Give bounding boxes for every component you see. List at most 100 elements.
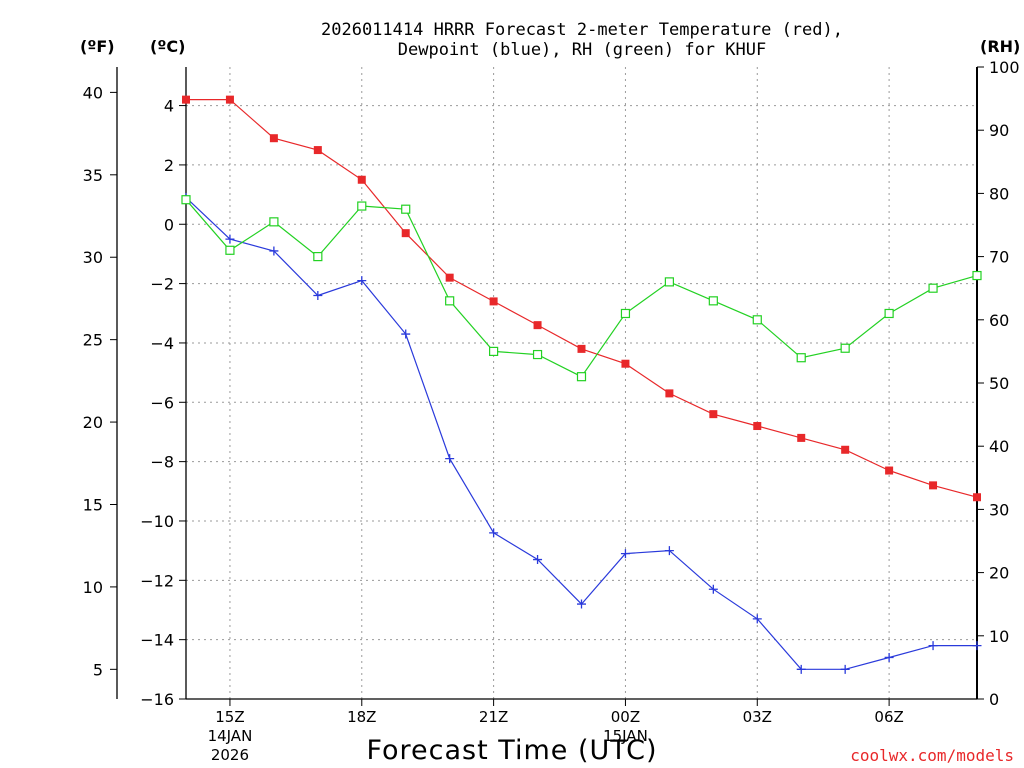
temperature-point [929, 481, 938, 490]
celsius-tick-label: −8 [150, 453, 174, 472]
celsius-tick-label: −14 [140, 631, 174, 650]
x-tick-year-label: 2026 [211, 746, 249, 764]
dewpoint-point [357, 276, 367, 286]
fahrenheit-tick-label: 20 [83, 413, 103, 432]
dewpoint-point [840, 664, 850, 674]
celsius-tick-label: 2 [164, 156, 174, 175]
rh-point [532, 349, 543, 360]
fahrenheit-tick-label: 10 [83, 578, 103, 597]
x-tick-date-label: 15JAN [603, 727, 648, 745]
chart-title: 2026011414 HRRR Forecast 2-meter Tempera… [321, 20, 843, 60]
rh-tick-label: 0 [989, 690, 999, 709]
rh-point [269, 217, 279, 227]
temperature-point [577, 344, 586, 353]
dewpoint-point [489, 528, 499, 538]
dewpoint-point [533, 555, 543, 565]
chart-title-line2: Dewpoint (blue), RH (green) for KHUF [398, 40, 766, 60]
x-tick-label: 06Z [874, 708, 903, 726]
rh-tick-label: 50 [989, 374, 1009, 393]
tick-labels: 420−2−4−6−8−10−12−14−1640353025201510510… [83, 58, 1020, 764]
dewpoint-point [401, 329, 411, 339]
rh-point [796, 353, 806, 363]
rh-point [928, 283, 938, 293]
series-group [181, 95, 982, 674]
axes [110, 66, 984, 706]
celsius-unit-label: (ºC) [150, 37, 185, 56]
rh-point [445, 296, 455, 306]
celsius-tick-label: −16 [140, 690, 174, 709]
rh-point [576, 372, 587, 382]
rh-tick-label: 90 [989, 121, 1009, 140]
temperature-series-line [186, 98, 978, 498]
dewpoint-point [445, 454, 455, 464]
fahrenheit-tick-label: 40 [83, 83, 103, 102]
dewpoint-series-line [185, 197, 977, 670]
rh-point [708, 296, 718, 306]
fahrenheit-tick-label: 15 [83, 495, 103, 514]
dewpoint-point [708, 584, 718, 594]
temperature-point [973, 493, 981, 502]
rh-point [313, 252, 323, 262]
x-tick-date-label: 14JAN [208, 727, 253, 745]
x-tick-label: 00Z [611, 708, 640, 726]
temperature-point [401, 229, 410, 238]
rh-tick-label: 70 [989, 248, 1009, 267]
temperature-point [885, 466, 894, 475]
dewpoint-point [884, 652, 894, 662]
rh-point [972, 270, 982, 281]
dewpoint-point [225, 234, 235, 244]
rh-point [225, 245, 235, 255]
rh-point [664, 277, 674, 287]
temperature-point [533, 321, 542, 330]
rh-tick-label: 100 [989, 58, 1020, 77]
temperature-point [445, 273, 454, 282]
dewpoint-point [313, 290, 323, 300]
temperature-point [357, 175, 366, 184]
x-tick-label: 15Z [215, 708, 244, 726]
dewpoint-point [972, 641, 982, 651]
rh-point [752, 315, 762, 325]
temperature-point [225, 95, 234, 104]
dewpoint-point [928, 641, 938, 651]
rh-tick-label: 80 [989, 184, 1009, 203]
rh-point [489, 346, 499, 356]
celsius-tick-label: 0 [164, 215, 174, 234]
x-tick-label: 18Z [347, 708, 376, 726]
celsius-tick-label: −10 [140, 512, 174, 531]
rh-point [840, 343, 850, 353]
dewpoint-point [620, 549, 630, 559]
rh-point [620, 308, 631, 319]
temperature-point [182, 95, 190, 104]
rh-tick-label: 30 [989, 500, 1009, 519]
temperature-point [841, 445, 850, 454]
chart-title-line1: 2026011414 HRRR Forecast 2-meter Tempera… [321, 20, 843, 40]
temperature-point [621, 359, 630, 368]
fahrenheit-unit-label: (ºF) [80, 37, 115, 56]
rh-unit-label: (RH) [980, 37, 1020, 56]
x-axis-label: Forecast Time (UTC) [366, 735, 657, 766]
temperature-point [665, 389, 674, 398]
rh-tick-label: 10 [989, 627, 1009, 646]
dewpoint-point [577, 599, 586, 609]
fahrenheit-tick-label: 25 [83, 331, 103, 350]
temperature-point [753, 422, 762, 431]
fahrenheit-tick-label: 35 [83, 166, 103, 185]
celsius-tick-label: 4 [164, 97, 174, 116]
fahrenheit-tick-label: 30 [83, 248, 103, 267]
celsius-tick-label: −4 [150, 334, 174, 353]
temperature-point [489, 297, 498, 306]
credit-label: coolwx.com/models [850, 746, 1014, 765]
celsius-tick-label: −2 [150, 275, 174, 294]
rh-tick-label: 40 [989, 437, 1009, 456]
x-tick-label: 03Z [743, 708, 772, 726]
fahrenheit-tick-label: 5 [93, 660, 103, 679]
rh-tick-label: 60 [989, 311, 1009, 330]
dewpoint-point [752, 614, 762, 624]
dewpoint-point [664, 546, 674, 556]
temperature-point [709, 410, 718, 419]
temperature-point [313, 146, 322, 155]
rh-point [357, 201, 367, 211]
dewpoint-point [269, 246, 279, 256]
celsius-tick-label: −12 [140, 571, 174, 590]
